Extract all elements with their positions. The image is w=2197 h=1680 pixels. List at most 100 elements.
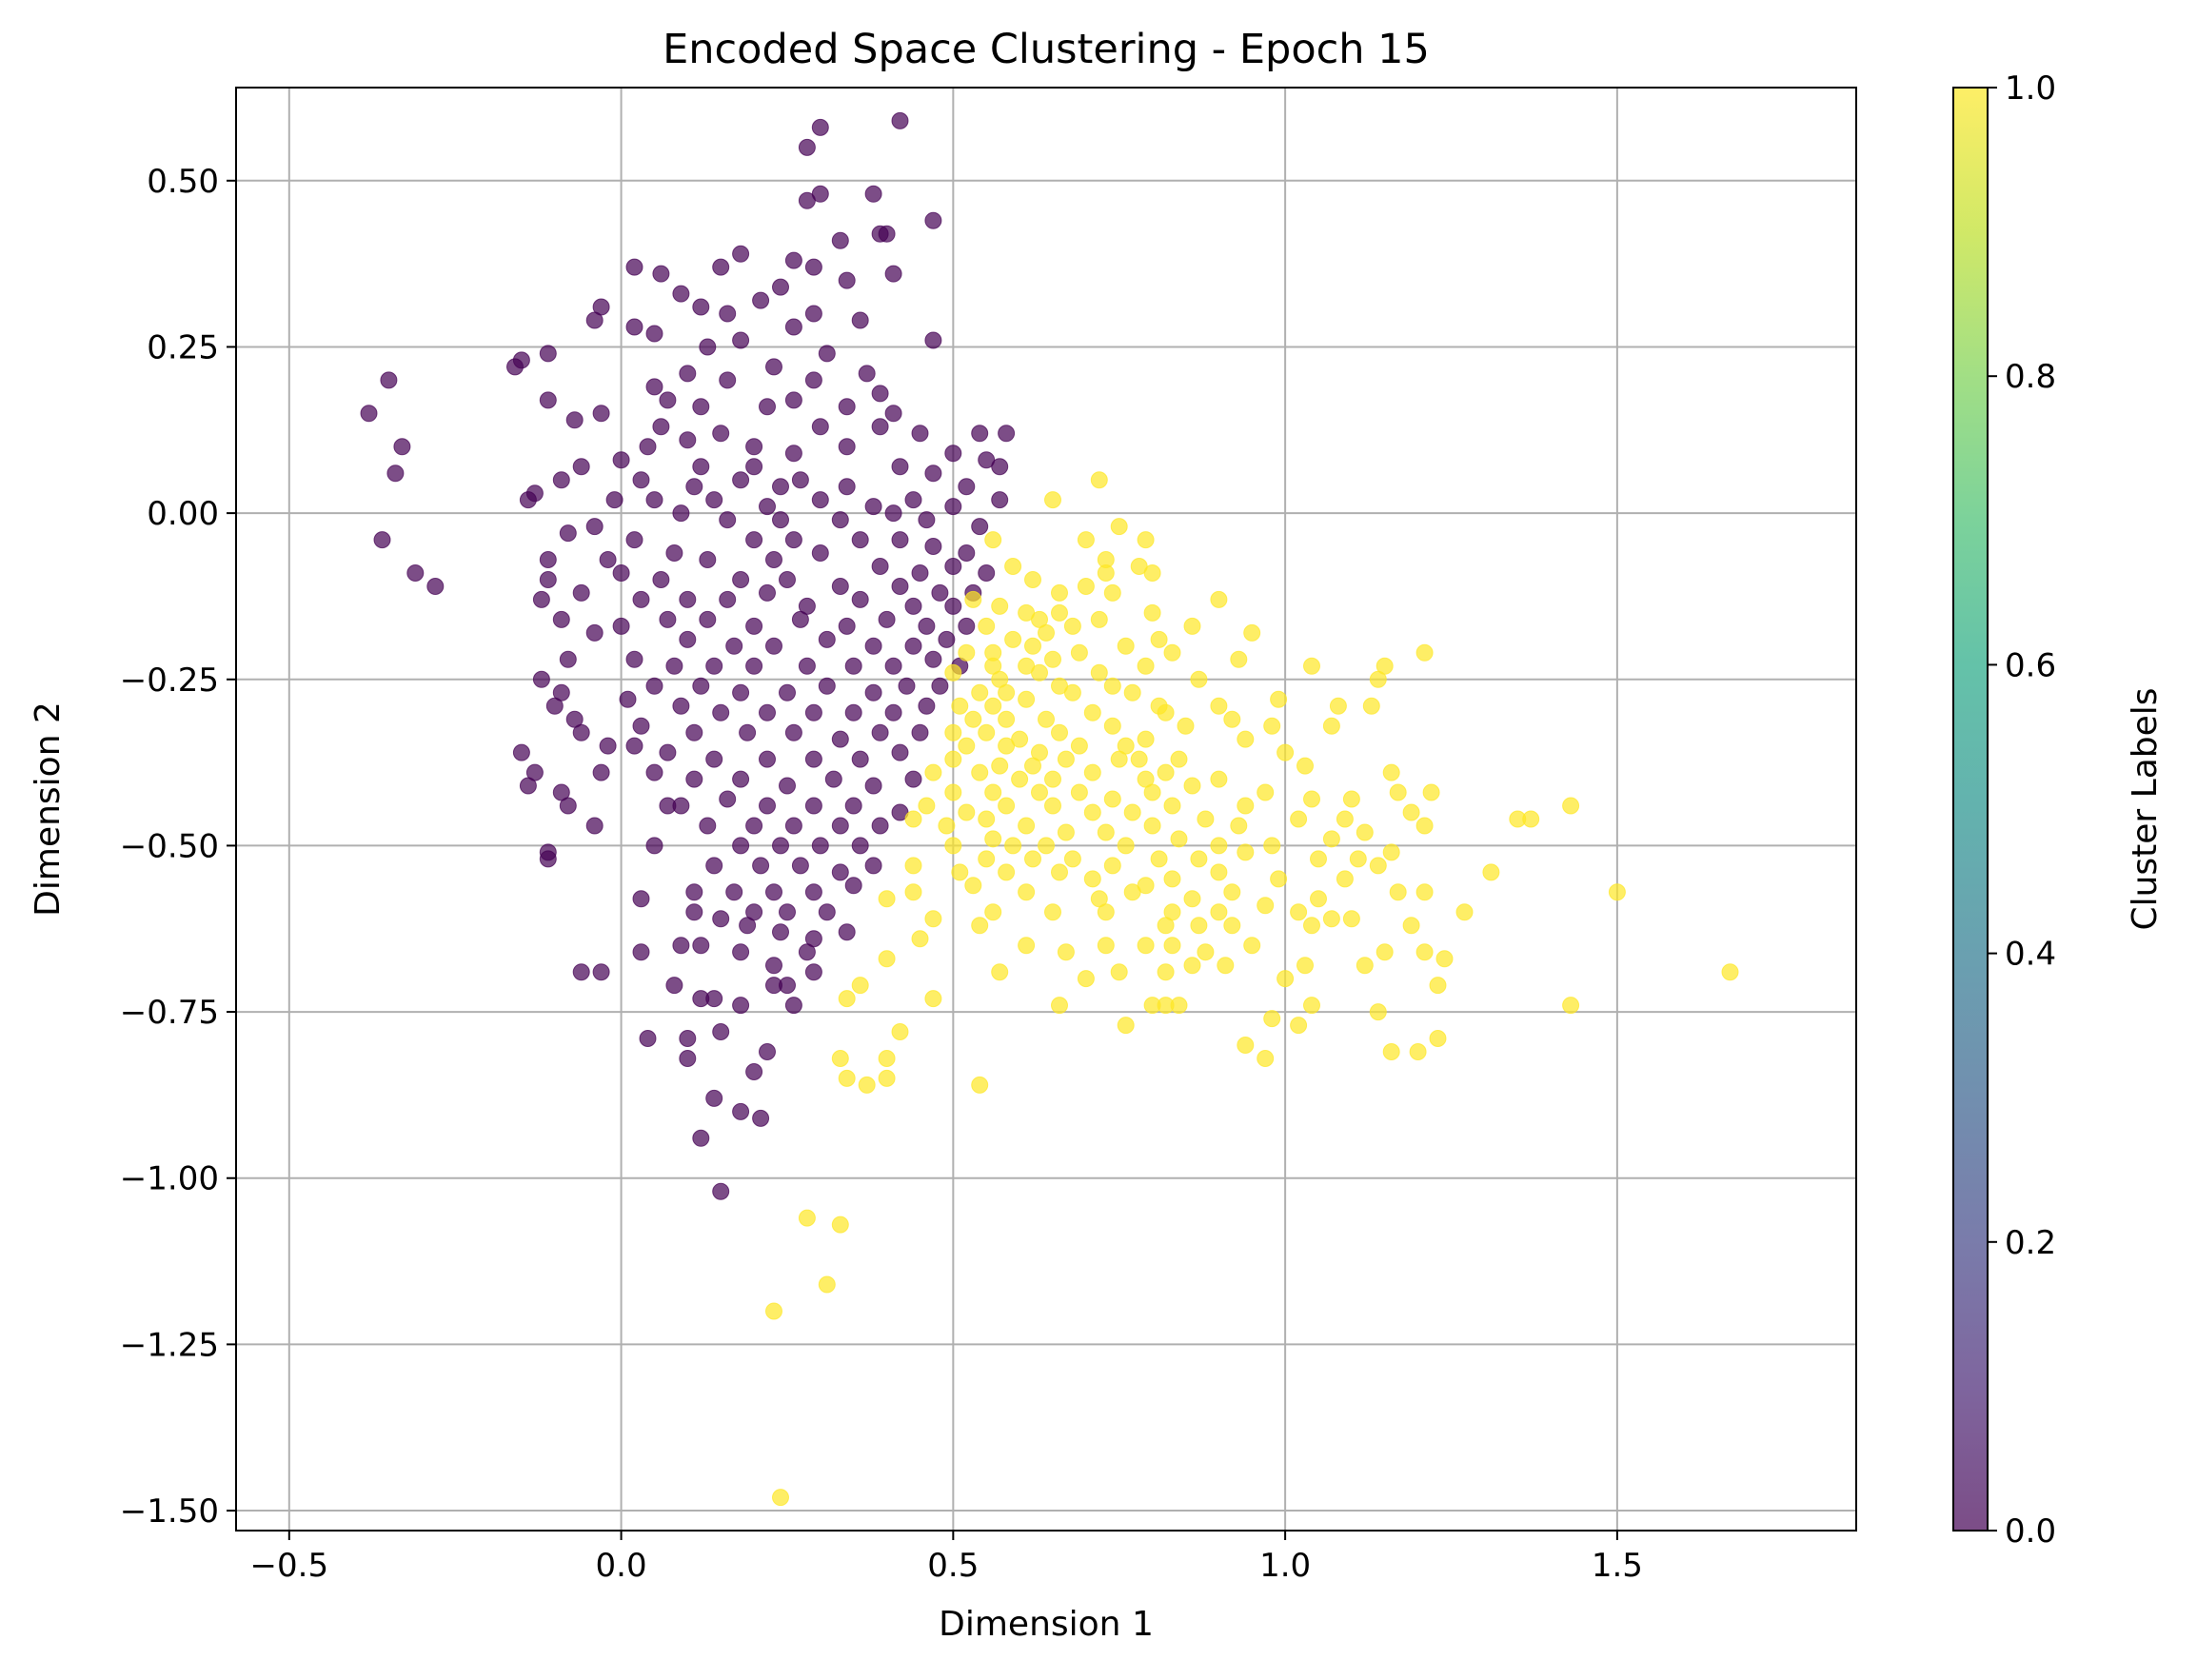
data-point-cluster-1 <box>1031 783 1048 801</box>
data-point-cluster-1 <box>891 1023 909 1040</box>
data-point-cluster-0 <box>798 657 816 675</box>
data-point-cluster-1 <box>1157 763 1175 781</box>
data-point-cluster-0 <box>978 564 996 582</box>
data-point-cluster-0 <box>645 325 663 343</box>
data-point-cluster-0 <box>745 458 763 476</box>
data-point-cluster-1 <box>971 1076 989 1094</box>
data-point-cluster-0 <box>685 903 703 921</box>
data-point-cluster-1 <box>1170 830 1188 848</box>
data-point-cluster-0 <box>838 398 856 416</box>
data-point-cluster-0 <box>665 544 683 562</box>
data-point-cluster-1 <box>1322 717 1340 735</box>
gridlines <box>236 88 1856 1531</box>
data-point-cluster-0 <box>732 571 750 588</box>
data-point-cluster-0 <box>891 578 909 595</box>
data-point-cluster-1 <box>1163 643 1181 662</box>
y-tick-label: −0.75 <box>120 994 219 1032</box>
data-point-cluster-1 <box>1243 623 1261 642</box>
data-point-cluster-1 <box>1296 957 1314 975</box>
data-point-cluster-0 <box>692 677 710 695</box>
data-points <box>360 111 1739 1507</box>
data-point-cluster-0 <box>719 371 737 389</box>
data-point-cluster-1 <box>1190 917 1208 935</box>
x-tick-label: 1.5 <box>1592 1547 1643 1585</box>
data-point-cluster-1 <box>1070 643 1088 662</box>
data-point-cluster-1 <box>878 1069 896 1087</box>
data-point-cluster-1 <box>1415 817 1434 835</box>
data-point-cluster-1 <box>1223 710 1241 728</box>
y-tick-label: 0.00 <box>147 495 219 533</box>
data-point-cluster-0 <box>958 617 976 635</box>
data-point-cluster-0 <box>838 271 856 289</box>
data-point-cluster-1 <box>1051 723 1068 741</box>
data-point-cluster-0 <box>519 777 537 795</box>
y-axis: 0.50 0.25 0.00 −0.25 −0.50 −0.75 −1.00 −1.25 −1.… <box>120 163 236 1531</box>
data-point-cluster-0 <box>572 583 590 602</box>
data-point-cluster-1 <box>1038 623 1055 642</box>
data-point-cluster-0 <box>765 883 782 901</box>
plot-frame <box>235 87 1857 1532</box>
data-point-cluster-1 <box>1322 910 1340 928</box>
data-point-cluster-0 <box>685 723 703 741</box>
data-point-cluster-1 <box>1336 810 1354 828</box>
data-point-cluster-0 <box>559 650 577 668</box>
data-point-cluster-1 <box>1197 943 1215 961</box>
data-point-cluster-1 <box>958 803 976 821</box>
data-point-cluster-1 <box>1063 617 1081 635</box>
data-point-cluster-0 <box>804 883 822 901</box>
data-point-cluster-1 <box>998 797 1016 815</box>
data-point-cluster-0 <box>625 258 643 276</box>
data-point-cluster-0 <box>864 185 882 203</box>
data-point-cluster-0 <box>759 703 776 721</box>
data-point-cluster-0 <box>632 471 650 489</box>
data-point-cluster-0 <box>732 331 750 349</box>
data-point-cluster-0 <box>871 558 889 575</box>
data-point-cluster-0 <box>539 391 557 409</box>
data-point-cluster-0 <box>599 737 617 755</box>
data-point-cluster-1 <box>1077 531 1095 549</box>
data-point-cluster-0 <box>592 763 610 781</box>
data-point-cluster-1 <box>1190 670 1208 688</box>
data-point-cluster-1 <box>1143 817 1161 835</box>
data-point-cluster-0 <box>891 111 909 129</box>
data-point-cluster-0 <box>958 544 976 562</box>
data-point-cluster-1 <box>1097 564 1115 582</box>
data-point-cluster-1 <box>998 737 1016 755</box>
data-point-cluster-1 <box>1157 703 1175 721</box>
data-point-cluster-1 <box>1415 883 1434 901</box>
data-point-cluster-1 <box>1237 1037 1255 1054</box>
data-point-cluster-0 <box>552 471 570 489</box>
data-point-cluster-1 <box>984 830 1002 848</box>
data-point-cluster-0 <box>585 518 604 536</box>
data-point-cluster-0 <box>692 937 710 955</box>
data-point-cluster-1 <box>1303 997 1320 1015</box>
data-point-cluster-1 <box>978 810 996 828</box>
data-point-cluster-0 <box>844 797 862 815</box>
data-point-cluster-0 <box>632 717 650 735</box>
colorbar-gradient <box>1953 88 1988 1531</box>
data-point-cluster-1 <box>1143 783 1161 801</box>
data-point-cluster-0 <box>884 504 902 523</box>
data-point-cluster-0 <box>745 657 763 675</box>
data-point-cluster-1 <box>1257 783 1275 801</box>
data-point-cluster-0 <box>811 418 829 436</box>
data-point-cluster-1 <box>1150 630 1168 648</box>
data-point-cluster-0 <box>712 425 730 443</box>
data-point-cluster-1 <box>991 757 1009 775</box>
data-point-cluster-0 <box>426 578 445 595</box>
data-point-cluster-1 <box>1210 837 1228 855</box>
data-point-cluster-0 <box>871 817 889 835</box>
x-tick-label: −0.5 <box>250 1547 329 1585</box>
data-point-cluster-1 <box>1117 837 1135 855</box>
data-point-cluster-1 <box>1210 863 1228 881</box>
data-point-cluster-1 <box>998 863 1016 881</box>
data-point-cluster-1 <box>1237 730 1255 748</box>
data-point-cluster-1 <box>1362 697 1380 715</box>
data-point-cluster-1 <box>1210 590 1228 608</box>
data-point-cluster-0 <box>572 963 590 981</box>
data-point-cluster-1 <box>1163 797 1181 815</box>
data-point-cluster-0 <box>884 703 902 721</box>
data-point-cluster-0 <box>765 551 782 568</box>
data-point-cluster-0 <box>818 630 836 648</box>
data-point-cluster-1 <box>1018 690 1036 708</box>
